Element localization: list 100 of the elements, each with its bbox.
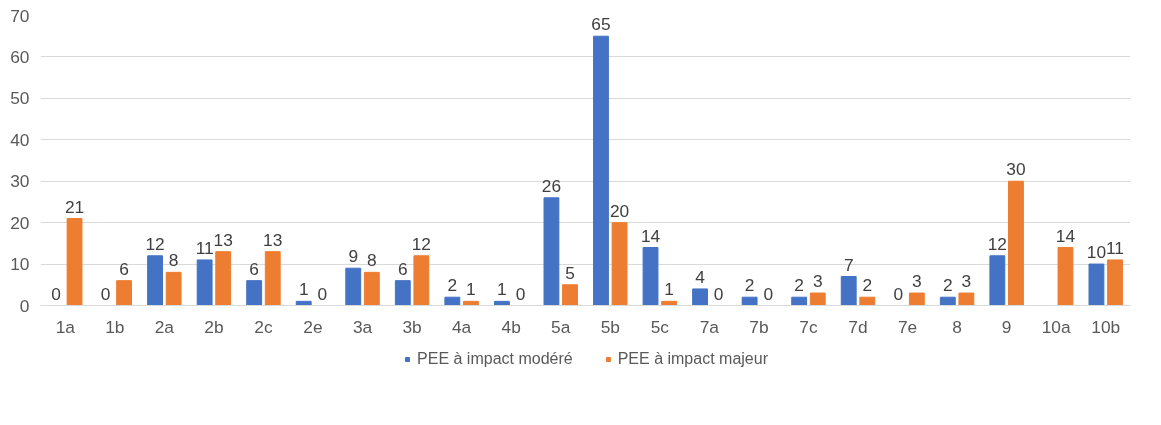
data-label: 14 <box>640 225 661 246</box>
x-tick-label: 5a <box>551 316 571 337</box>
x-tick-label: 1a <box>55 316 76 337</box>
y-tick-label: 20 <box>10 212 30 233</box>
data-label: 12 <box>145 233 165 254</box>
bar <box>147 255 164 306</box>
x-tick-label: 10b <box>1091 316 1121 337</box>
bar <box>1057 247 1074 306</box>
data-label: 6 <box>249 258 259 279</box>
bar <box>1007 180 1024 306</box>
bar <box>116 280 133 306</box>
data-label: 14 <box>1055 225 1076 246</box>
x-tick-label: 3b <box>402 316 422 337</box>
data-label: 7 <box>843 254 854 275</box>
data-label: 2 <box>862 275 873 296</box>
data-label: 26 <box>541 175 562 196</box>
bar <box>741 296 758 306</box>
bar <box>809 292 826 306</box>
bar <box>246 280 263 306</box>
bar <box>394 280 411 306</box>
legend-label: PEE à impact modéré <box>417 350 573 368</box>
data-label: 8 <box>168 250 179 271</box>
data-label: 65 <box>591 14 611 35</box>
data-label: 1 <box>298 279 309 300</box>
data-label: 12 <box>411 233 432 254</box>
bar <box>611 222 628 306</box>
bar <box>692 288 709 306</box>
data-label: 1 <box>664 279 674 300</box>
data-label: 1 <box>466 279 476 300</box>
bar <box>989 255 1006 306</box>
bar <box>444 296 461 306</box>
data-label: 0 <box>893 283 904 304</box>
bar <box>908 292 925 306</box>
bar <box>562 284 578 306</box>
y-tick-label: 10 <box>10 254 30 275</box>
x-tick-label: 4b <box>501 316 521 337</box>
bar <box>1107 259 1123 306</box>
data-label: 5 <box>565 262 575 283</box>
bar <box>939 296 956 306</box>
data-label: 20 <box>609 200 630 221</box>
bar <box>215 251 232 306</box>
x-tick-label: 7b <box>749 316 769 337</box>
bar <box>958 292 975 306</box>
bar <box>165 271 182 306</box>
data-label: 1 <box>497 279 507 300</box>
bar <box>543 197 560 306</box>
x-tick-label: 2b <box>204 316 224 337</box>
bar <box>791 296 808 306</box>
x-tick-label: 5b <box>600 316 620 337</box>
data-label: 0 <box>763 283 774 304</box>
data-label: 0 <box>317 283 328 304</box>
bar <box>363 271 380 306</box>
data-label: 2 <box>794 275 804 296</box>
data-label: 0 <box>100 283 111 304</box>
data-label: 6 <box>119 258 129 279</box>
x-tick-label: 2a <box>154 316 175 337</box>
data-label: 0 <box>51 283 61 304</box>
bar <box>859 296 876 306</box>
bar <box>345 267 362 306</box>
data-label: 21 <box>64 196 85 217</box>
x-tick-label: 7c <box>799 316 818 337</box>
data-label: 2 <box>942 275 953 296</box>
data-label: 0 <box>713 283 724 304</box>
data-label: 4 <box>695 266 706 287</box>
data-label: 13 <box>213 229 233 250</box>
data-label: 30 <box>1006 159 1026 180</box>
bar <box>66 218 83 306</box>
data-label: 6 <box>397 258 408 279</box>
bar <box>1088 263 1105 306</box>
data-label: 0 <box>515 283 526 304</box>
x-tick-label: 1b <box>105 316 125 337</box>
y-tick-label: 40 <box>10 129 30 150</box>
x-tick-label: 7e <box>897 316 918 337</box>
y-tick-label: 50 <box>10 88 30 109</box>
y-tick-label: 0 <box>19 295 30 316</box>
x-tick-label: 10a <box>1041 316 1071 337</box>
bar <box>196 259 213 306</box>
x-tick-label: 2e <box>303 316 323 337</box>
data-label: 11 <box>1106 237 1125 258</box>
bar <box>413 255 430 306</box>
y-tick-label: 30 <box>10 171 30 192</box>
x-tick-label: 4a <box>452 316 472 337</box>
data-label: 3 <box>912 271 922 292</box>
data-label: 3 <box>812 271 823 292</box>
data-label: 11 <box>195 237 214 258</box>
x-tick-label: 7a <box>699 316 720 337</box>
data-label: 8 <box>367 250 377 271</box>
bar <box>840 276 857 306</box>
x-tick-label: 3a <box>352 316 373 337</box>
bar <box>264 251 281 306</box>
data-label: 3 <box>961 271 972 292</box>
data-label: 12 <box>987 233 1007 254</box>
x-tick-label: 7d <box>848 316 868 337</box>
bar <box>642 247 659 306</box>
data-label: 9 <box>348 246 359 267</box>
data-label: 13 <box>263 229 283 250</box>
y-tick-label: 70 <box>10 5 30 26</box>
x-tick-label: 5c <box>650 316 670 337</box>
data-label: 2 <box>447 275 458 296</box>
data-label: 10 <box>1086 242 1107 263</box>
